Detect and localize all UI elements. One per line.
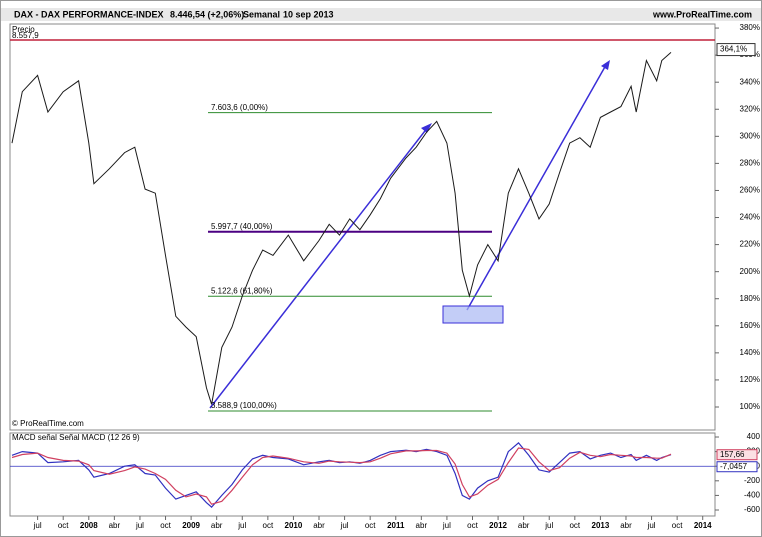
y-tick-label: 120% [740,375,760,384]
price-panel [9,23,716,431]
x-tick-label: abr [518,521,530,530]
y-tick-label: 220% [740,240,760,249]
title: DAX - DAX PERFORMANCE-INDEX [14,9,164,19]
arrow-head [601,60,610,70]
y-tick-label: 340% [740,77,760,86]
x-tick-label: abr [620,521,632,530]
x-tick-label: jul [237,521,246,530]
series-line [11,52,672,405]
x-tick-label: 2011 [387,521,405,530]
y-tick-label: -600 [744,505,761,514]
macd-legend: MACD señal Señal MACD (12 26 9) [12,433,140,442]
x-tick-label: abr [211,521,223,530]
x-tick-label: jul [340,521,349,530]
x-tick-label: oct [263,521,274,530]
price-line-label: 8.557,9 [12,31,39,40]
header-bar [1,8,761,21]
y-tick-label: 180% [740,294,760,303]
x-tick-label: 2013 [592,521,610,530]
x-tick-label: jul [442,521,451,530]
y-tick-label: 160% [740,321,760,330]
marker-box [716,449,758,461]
macd-panel [9,432,716,517]
arrow-head [421,123,432,133]
y-tick-label: 380% [740,23,760,32]
x-tick-label: 2009 [182,521,200,530]
fib-label: 7.603,6 (0,00%) [211,103,268,112]
series-line [11,447,672,505]
y-tick-label: 100% [740,402,760,411]
y-tick-label: -400 [744,491,761,500]
y-tick-label: 280% [740,159,760,168]
x-tick-label: oct [160,521,171,530]
trend-arrow [466,64,607,311]
y-tick-label: -200 [744,476,761,485]
fib-label: 5.997,7 (40,00%) [211,222,273,231]
x-tick-label: jul [33,521,42,530]
x-tick-label: oct [58,521,69,530]
x-tick-label: 2012 [489,521,507,530]
fib-label: 5.122,6 (61,80%) [211,286,273,295]
x-tick-label: abr [416,521,428,530]
marker-label: -7,0457 [720,462,748,471]
x-tick-label: 2010 [285,521,303,530]
x-tick-label: 2014 [694,521,712,530]
quote: 8.446,54 (+2,06%) [170,9,244,19]
x-tick-label: jul [135,521,144,530]
y-tick-label: 400 [747,432,761,441]
x-tick-label: oct [467,521,478,530]
x-tick-label: 2008 [80,521,98,530]
x-tick-label: jul [647,521,656,530]
x-tick-label: oct [365,521,376,530]
marker-label: 157,66 [720,450,745,459]
period: Semanal [243,9,280,19]
x-tick-label: oct [672,521,683,530]
y-tick-label: 260% [740,186,760,195]
x-tick-label: abr [109,521,121,530]
y-tick-label: 0 [756,461,761,470]
x-tick-label: jul [544,521,553,530]
credit: © ProRealTime.com [12,419,84,428]
site: www.ProRealTime.com [652,9,752,19]
last-box [716,43,756,57]
marker-box [716,461,758,473]
last-label: 364,1% [720,45,747,54]
y-tick-label: 320% [740,104,760,113]
y-tick-label: 300% [740,131,760,140]
trend-arrow [209,126,429,409]
axis-label: Precio [12,25,35,34]
fib-label: 3.588,9 (100,00%) [211,401,277,410]
y-tick-label: 200% [740,267,760,276]
x-tick-label: abr [313,521,325,530]
y-tick-label: 140% [740,348,760,357]
x-tick-label: oct [569,521,580,530]
zone-box [442,305,504,324]
y-tick-label: 240% [740,213,760,222]
date: 10 sep 2013 [283,9,334,19]
